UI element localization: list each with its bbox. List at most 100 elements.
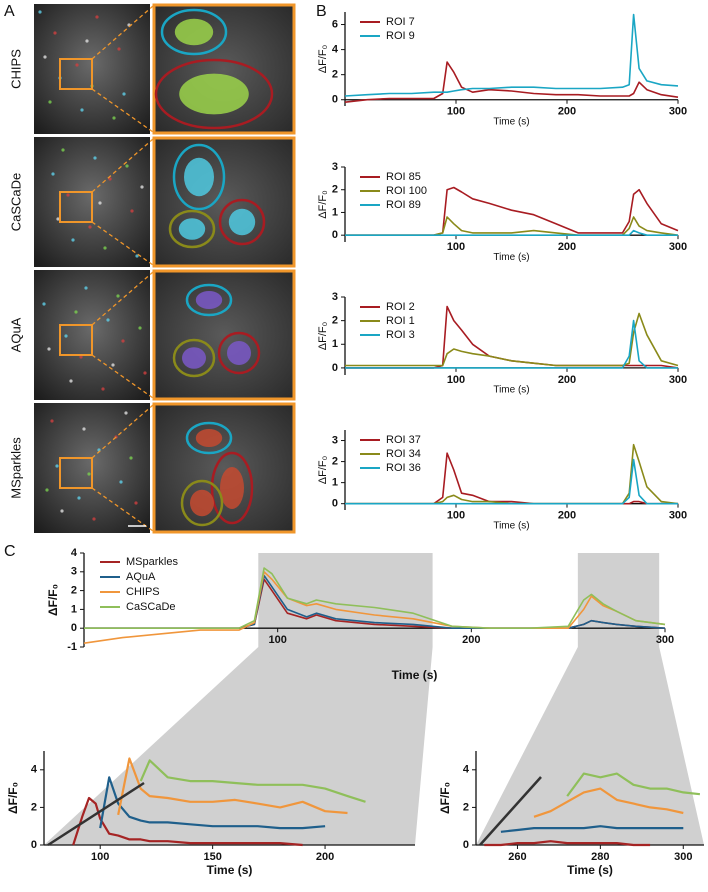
cell-speck	[55, 464, 59, 468]
cell-speck	[61, 148, 65, 152]
cell-speck	[38, 10, 42, 14]
y-axis-label: ΔF/F₀	[46, 584, 60, 616]
series-line	[566, 772, 701, 797]
cell-speck	[45, 488, 49, 492]
panel-label: C	[4, 543, 16, 560]
x-tick-label: 260	[508, 851, 526, 863]
roi-box	[59, 457, 93, 489]
roi-fill	[184, 157, 214, 197]
stagger-guide	[47, 781, 145, 847]
x-tick-label: 300	[656, 634, 674, 646]
y-tick-label: 1	[332, 338, 338, 350]
cell-speck	[138, 326, 142, 330]
cell-speck	[77, 496, 81, 500]
y-tick-label: 0	[332, 362, 338, 374]
x-axis-label: Time (s)	[493, 385, 529, 396]
cell-speck	[87, 472, 91, 476]
y-tick-label: 0	[31, 839, 37, 851]
series-line	[345, 458, 678, 505]
background-layer	[44, 553, 704, 845]
x-axis-label: Time (s)	[493, 520, 529, 531]
roi-fill	[228, 208, 256, 236]
zoom-image	[152, 402, 296, 534]
cell-speck	[101, 387, 105, 391]
cell-speck	[106, 318, 110, 322]
y-axis-label: ΔF/F₀	[6, 782, 20, 814]
roi-outline	[218, 198, 266, 246]
y-tick-label: 2	[332, 315, 338, 327]
y-tick-label: 1	[332, 206, 338, 218]
series-line	[500, 825, 684, 833]
x-tick-label: 100	[268, 634, 286, 646]
x-tick-label: 300	[669, 510, 687, 522]
roi-fill	[179, 73, 249, 115]
legend-label: CaSCaDe	[126, 601, 176, 613]
cell-speck	[134, 501, 138, 505]
y-tick-label: 1	[71, 603, 77, 615]
cell-speck	[111, 363, 115, 367]
x-axis-label: Time (s)	[493, 252, 529, 263]
cell-speck	[82, 427, 86, 431]
cell-speck	[43, 55, 47, 59]
cell-speck	[92, 517, 96, 521]
cell-speck	[125, 164, 129, 168]
cell-speck	[108, 177, 112, 181]
cell-speck	[48, 100, 52, 104]
x-tick-label: 300	[669, 241, 687, 253]
y-tick-label: 2	[463, 801, 469, 813]
cell-speck	[129, 456, 133, 460]
x-tick-label: 100	[447, 241, 465, 253]
series-line	[83, 571, 666, 644]
legend-label: ROI 7	[386, 16, 415, 28]
series-line	[84, 567, 666, 629]
cell-speck	[53, 31, 57, 35]
series-line	[345, 216, 679, 236]
series-line	[139, 759, 366, 803]
legend-label: ROI 2	[386, 301, 415, 313]
y-tick-label: 2	[332, 184, 338, 196]
zoom-image	[152, 136, 296, 268]
x-axis-label: Time (s)	[567, 863, 613, 877]
zoom-guide	[91, 354, 154, 399]
cell-speck	[42, 302, 46, 306]
y-tick-label: 0	[332, 94, 338, 106]
image-label: MSparkles	[8, 437, 23, 499]
legend-label: ROI 36	[386, 462, 421, 474]
x-tick-label: 100	[447, 510, 465, 522]
roi-outline	[154, 58, 274, 130]
y-tick-label: 3	[332, 291, 338, 303]
series-line	[344, 61, 679, 103]
x-tick-label: 200	[558, 241, 576, 253]
legend-label: ROI 3	[386, 329, 415, 341]
legend-label: MSparkles	[126, 556, 178, 568]
roi-outline	[172, 143, 226, 211]
legend-label: ROI 100	[386, 185, 427, 197]
x-tick-label: 100	[447, 374, 465, 386]
x-tick-label: 300	[674, 851, 692, 863]
cell-speck	[135, 254, 139, 258]
highlight-region	[44, 553, 433, 845]
roi-fill	[190, 489, 214, 517]
roi-outline	[185, 421, 233, 455]
cell-speck	[103, 246, 107, 250]
cell-speck	[88, 225, 92, 229]
y-tick-label: 2	[31, 801, 37, 813]
highlight-region	[476, 553, 704, 845]
image-label: CaSCaDe	[8, 173, 23, 232]
roi-box	[59, 324, 93, 356]
series-line	[345, 312, 679, 367]
series-line	[345, 229, 678, 236]
x-axis-label: Time (s)	[392, 668, 438, 682]
series-line	[533, 787, 684, 818]
legend-label: ROI 9	[386, 30, 415, 42]
cell-speck	[69, 379, 73, 383]
y-tick-label: -1	[67, 641, 77, 653]
x-tick-label: 200	[462, 634, 480, 646]
zoom-guide	[91, 221, 154, 266]
y-tick-label: 0	[463, 839, 469, 851]
x-axis-label: Time (s)	[493, 116, 529, 127]
y-tick-label: 2	[332, 69, 338, 81]
x-axis-label: Time (s)	[207, 863, 253, 877]
cell-speck	[121, 339, 125, 343]
